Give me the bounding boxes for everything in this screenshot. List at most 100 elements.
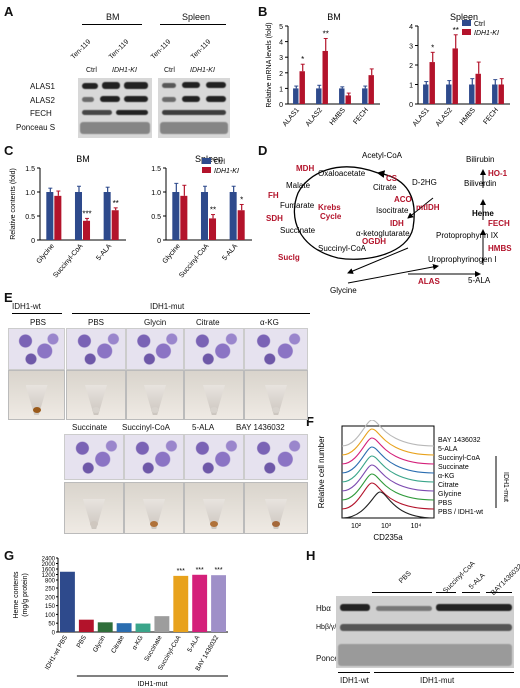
- lane-ki-spleen: IDH1-KI: [190, 67, 215, 74]
- y-tick-label: 2000: [42, 562, 56, 568]
- h-bottom-wt: IDH1-wt: [340, 676, 369, 685]
- histogram-label: α-KG: [438, 473, 455, 480]
- bar: [452, 48, 458, 104]
- category-label: Glycine: [161, 243, 181, 265]
- lane-ki-bm: IDH1-KI: [112, 67, 137, 74]
- micro-glycin: [126, 328, 184, 370]
- micro-citrate: [184, 328, 244, 370]
- met-isocitrate: Isocitrate: [376, 206, 409, 215]
- enz-ho1: HO-1: [488, 169, 508, 178]
- bar: [173, 575, 189, 632]
- h-top-5ala: 5-ALA: [468, 572, 487, 591]
- bar: [135, 623, 151, 632]
- row-fech: FECH: [30, 109, 52, 118]
- genotype-hdr-2: Ten-119: [108, 38, 131, 61]
- met-succinylcoa: Succinyl-CoA: [318, 244, 367, 253]
- y-tick-label: 1.0: [25, 190, 35, 197]
- group-bm-label: BM: [106, 12, 120, 22]
- y-tick-label: 1: [409, 83, 413, 90]
- bar: [54, 195, 62, 240]
- y-tick-label: 50: [48, 622, 55, 628]
- y-tick-label: 1.5: [25, 166, 35, 173]
- category-label: Citrate: [110, 634, 126, 654]
- y-tick-label: 3: [409, 44, 413, 51]
- met-akg: α-ketoglutarate: [356, 229, 410, 238]
- bar: [74, 192, 82, 240]
- y-tick-label: 0: [409, 102, 413, 109]
- tube-5ala: [184, 482, 244, 534]
- genotype-hdr-3: Ten-119: [150, 38, 173, 61]
- sig-mark: **: [210, 206, 216, 215]
- y-tick-label: 4: [279, 40, 283, 47]
- enz-suclg: Suclg: [278, 253, 300, 262]
- panel-d-pathway: Acetyl-CoA Oxaloacetate Citrate Isocitra…: [266, 151, 512, 295]
- y-tick-label: 4: [409, 24, 413, 31]
- legend-ki-label: IDH1-KI: [474, 30, 499, 37]
- sig-mark: **: [113, 199, 119, 208]
- histogram-label: Glycine: [438, 491, 461, 498]
- e-row1-4: α-KG: [260, 318, 279, 327]
- krebs-label-2: Cycle: [320, 212, 342, 221]
- y-tick-label: 0: [157, 238, 161, 245]
- category-label: HMBS: [329, 107, 348, 127]
- category-label: ALAS1: [412, 107, 431, 128]
- category-label: HMBS: [459, 107, 478, 127]
- category-label: ALAS2: [435, 107, 454, 128]
- y-axis-label: (mg/g protein): [22, 573, 29, 617]
- histogram-trace: [341, 428, 435, 456]
- e-row1-0: PBS: [30, 318, 47, 327]
- y-tick-label: 0.5: [151, 214, 161, 221]
- panel-label-d: D: [258, 143, 268, 158]
- legend-ctrl-swatch: [462, 20, 471, 26]
- y-tick-label: 1200: [42, 573, 56, 579]
- met-citrate: Citrate: [373, 183, 397, 192]
- e-row1-3: Citrate: [196, 318, 220, 327]
- enz-hmbs: HMBS: [488, 244, 512, 253]
- legend-ctrl-label: Ctrl: [214, 159, 225, 166]
- bar: [316, 88, 322, 104]
- bar: [46, 192, 54, 240]
- micro-succinate: [64, 434, 124, 480]
- chart-title: Spleen: [450, 12, 478, 22]
- sig-mark: ***: [82, 209, 91, 218]
- histogram-trace: [341, 464, 435, 492]
- histogram-label: Succinate: [438, 464, 469, 471]
- bar: [60, 571, 75, 632]
- y-tick-label: 2400: [42, 557, 56, 563]
- micro-wt-pbs: [8, 328, 65, 370]
- y-tick-label: 1.0: [151, 190, 161, 197]
- bar: [154, 616, 170, 632]
- h-row-hbb: Hbβ/γ/δ/ε: [316, 624, 346, 631]
- histogram-trace: [341, 455, 435, 483]
- group-label: IDH1-mut: [137, 681, 167, 686]
- panel-label-a: A: [4, 4, 14, 19]
- y-tick-label: 5: [279, 24, 283, 31]
- bar: [362, 88, 368, 104]
- histogram-trace: [341, 473, 435, 501]
- panel-label-b: B: [258, 4, 268, 19]
- y-tick-label: 800: [45, 579, 56, 585]
- bar: [192, 574, 208, 632]
- x-axis-label: CD235a: [373, 533, 403, 542]
- e-row1-1: PBS: [88, 318, 105, 327]
- histogram-label: BAY 1436032: [438, 437, 481, 444]
- bar: [345, 95, 351, 104]
- tube-wt-pbs: [8, 370, 65, 420]
- sig-mark: **: [453, 26, 459, 35]
- lane-ctrl-spleen: Ctrl: [164, 67, 175, 74]
- bar: [78, 619, 94, 632]
- bar: [237, 210, 245, 240]
- blot-spleen: [158, 78, 230, 138]
- y-axis-label: Relative cell number: [317, 435, 326, 508]
- met-uro: Uroprophyrinogen I: [428, 255, 496, 264]
- micro-pbs: [66, 328, 126, 370]
- bar: [322, 50, 328, 104]
- y-tick-label: 3: [279, 55, 283, 62]
- legend-ctrl-swatch: [202, 158, 211, 164]
- enz-aco: ACO: [394, 195, 412, 204]
- sig-mark: *: [301, 55, 304, 64]
- micro-akg: [244, 328, 308, 370]
- h-row-ponceau: Ponceau S: [316, 654, 355, 663]
- bar: [172, 192, 180, 240]
